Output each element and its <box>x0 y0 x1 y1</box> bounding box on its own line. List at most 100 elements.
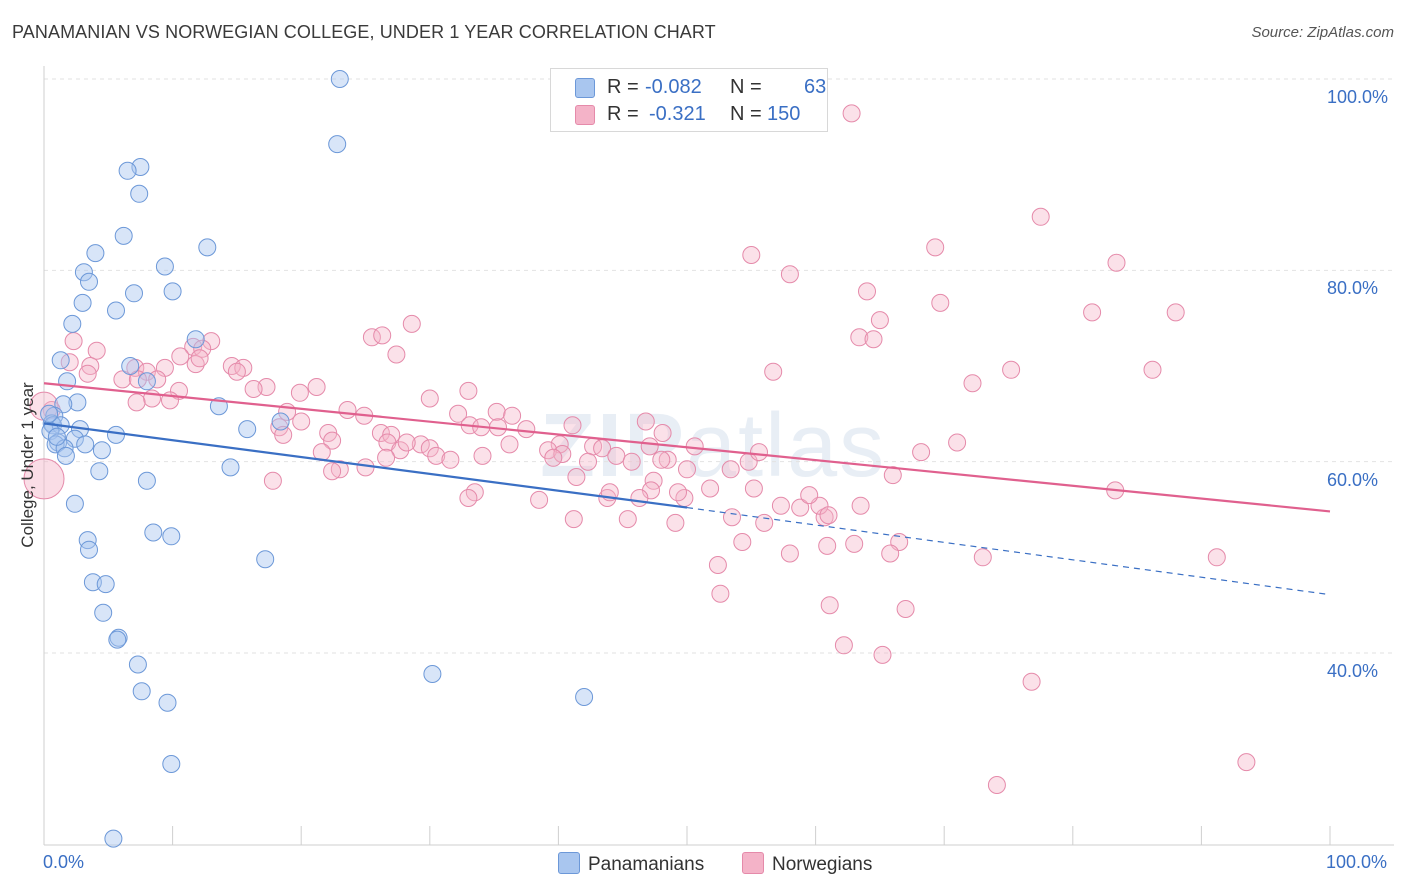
norwegian-point <box>23 458 65 500</box>
norwegian-point <box>818 536 837 555</box>
norwegian-point <box>708 556 727 574</box>
panamanian-point <box>96 575 115 594</box>
axes <box>43 66 1394 846</box>
norwegian-point <box>292 412 311 431</box>
panamanian-point <box>80 540 98 559</box>
norwegian-point <box>567 468 586 486</box>
norwegian-point <box>701 479 720 498</box>
norwegian-point <box>330 460 349 479</box>
panamanian-point <box>90 462 109 481</box>
norwegian-point <box>391 441 410 460</box>
norwegian-point <box>791 498 810 517</box>
norwegian-point <box>771 496 790 515</box>
panamanian-point <box>40 404 59 423</box>
norwegian-point <box>973 548 992 567</box>
norwegian-point <box>1143 360 1162 379</box>
panamanian-point <box>256 550 275 569</box>
norwegian-point <box>1237 753 1256 772</box>
norwegian-point <box>733 533 752 551</box>
norwegian-point <box>202 332 221 351</box>
norwegian-point <box>64 332 83 351</box>
norwegian-trend-line <box>43 382 1331 513</box>
norwegian-point <box>883 466 902 485</box>
panamanian-point <box>58 372 77 391</box>
panamanian-point <box>65 494 84 513</box>
norwegian-point <box>553 445 572 463</box>
panamanian-point <box>238 420 257 439</box>
y-tick-label: 40.0% <box>1327 661 1379 681</box>
norwegian-point <box>427 446 446 465</box>
panamanian-trend-extension <box>686 506 1331 596</box>
stats-legend: R = -0.082 N = 63 R = -0.321 N = 150 <box>550 68 828 132</box>
bottom-legend-norwegians: Norwegians <box>742 852 872 876</box>
norwegian-point <box>1107 253 1126 272</box>
panamanian-point <box>132 682 151 701</box>
norwegian-point <box>441 450 460 469</box>
panamanian-point <box>125 284 143 303</box>
norwegian-point <box>987 776 1006 794</box>
norwegian-point <box>60 353 79 372</box>
norwegian-point <box>127 393 146 412</box>
norwegian-point <box>948 433 967 452</box>
norwegian-point <box>607 446 626 465</box>
trend-lines <box>43 382 1331 596</box>
norwegian-point <box>666 513 685 532</box>
panamanian-point <box>46 435 65 454</box>
panamanian-trend-line <box>43 422 688 509</box>
y-tick-label: 80.0% <box>1327 278 1379 299</box>
norwegian-point <box>622 452 641 471</box>
norwegian-point <box>411 435 430 454</box>
panamanian-point <box>128 655 147 674</box>
panamanians-points <box>40 70 594 848</box>
norwegian-point <box>678 460 696 479</box>
x-tick-label-min: 0.0% <box>43 852 85 872</box>
legend-r-label: R = <box>607 103 639 125</box>
norwegian-point <box>323 431 342 450</box>
y-axis-title: College, Under 1 year <box>18 382 37 548</box>
norwegian-point <box>744 479 763 498</box>
norwegian-point <box>459 381 478 400</box>
legend-swatch-blue <box>575 78 595 98</box>
norwegian-point <box>579 452 597 471</box>
norwegian-point <box>563 416 582 435</box>
norwegian-point <box>820 596 839 615</box>
panamanian-point <box>114 226 133 245</box>
bottom-legend-label: Norwegians <box>772 854 873 875</box>
norwegian-point <box>658 450 677 469</box>
norwegian-point <box>640 437 659 456</box>
norwegian-point <box>387 345 406 364</box>
panamanian-point <box>162 755 181 773</box>
panamanian-point <box>162 527 181 546</box>
panamanian-point <box>144 523 163 542</box>
norwegian-point <box>842 104 861 123</box>
panamanian-point <box>74 263 93 282</box>
panamanian-point <box>104 829 123 848</box>
norwegian-point <box>630 489 649 507</box>
norwegian-point <box>931 293 950 312</box>
bottom-legend-swatch-blue <box>558 852 580 874</box>
norwegian-point <box>137 362 156 381</box>
panamanian-point <box>68 393 87 412</box>
norwegian-point <box>356 458 375 477</box>
norwegian-point <box>834 636 853 655</box>
bottom-legend-panamanians: Panamanians <box>558 852 704 876</box>
norwegian-point <box>723 508 741 527</box>
panamanian-point <box>158 693 177 712</box>
norwegian-point <box>896 600 915 618</box>
norwegian-point <box>800 486 819 505</box>
norwegian-point <box>449 404 468 423</box>
norwegian-point <box>307 378 326 396</box>
norwegian-point <box>190 349 209 368</box>
panamanian-point <box>121 357 140 375</box>
panamanian-point <box>108 630 127 649</box>
norwegian-point <box>1031 207 1050 226</box>
norwegian-point <box>618 510 637 529</box>
panamanian-point <box>575 688 594 706</box>
panamanian-point <box>56 446 75 465</box>
norwegian-point <box>338 401 357 419</box>
chart-title: PANAMANIAN VS NORWEGIAN COLLEGE, UNDER 1… <box>12 22 716 42</box>
norwegian-point <box>244 380 263 398</box>
norwegian-point <box>1083 303 1102 322</box>
norwegian-point <box>780 544 799 563</box>
